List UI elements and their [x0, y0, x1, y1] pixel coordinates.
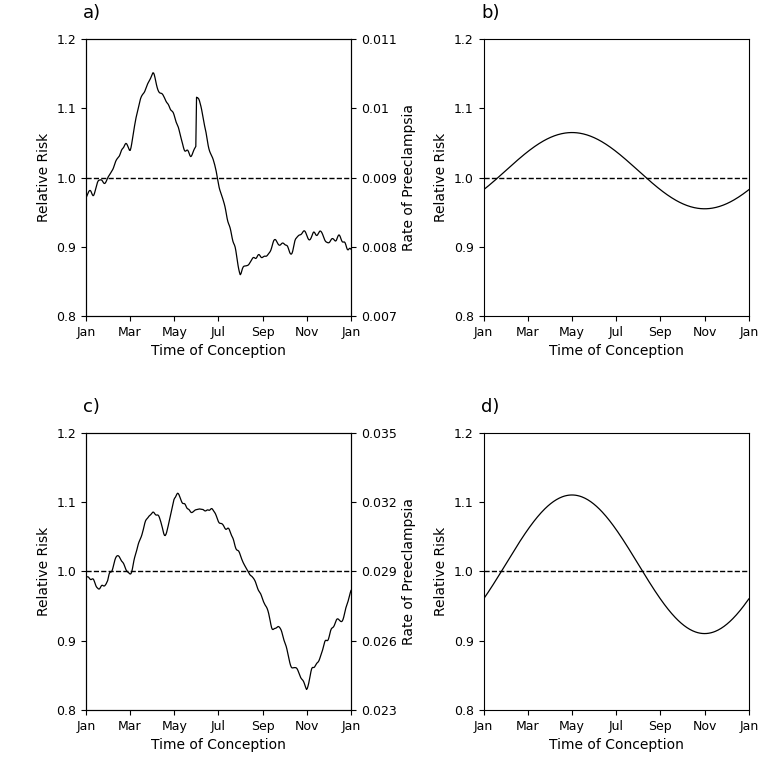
- Text: a): a): [83, 5, 101, 23]
- Y-axis label: Relative Risk: Relative Risk: [434, 133, 448, 222]
- Y-axis label: Relative Risk: Relative Risk: [37, 133, 51, 222]
- Y-axis label: Relative Risk: Relative Risk: [37, 526, 51, 616]
- Text: d): d): [481, 398, 499, 416]
- Text: b): b): [481, 5, 499, 23]
- X-axis label: Time of Conception: Time of Conception: [549, 738, 683, 752]
- Y-axis label: Rate of Preeclampsia: Rate of Preeclampsia: [402, 498, 417, 645]
- Y-axis label: Rate of Preeclampsia: Rate of Preeclampsia: [402, 104, 417, 251]
- X-axis label: Time of Conception: Time of Conception: [549, 345, 683, 359]
- Y-axis label: Relative Risk: Relative Risk: [434, 526, 448, 616]
- Text: c): c): [83, 398, 100, 416]
- X-axis label: Time of Conception: Time of Conception: [151, 738, 285, 752]
- X-axis label: Time of Conception: Time of Conception: [151, 345, 285, 359]
